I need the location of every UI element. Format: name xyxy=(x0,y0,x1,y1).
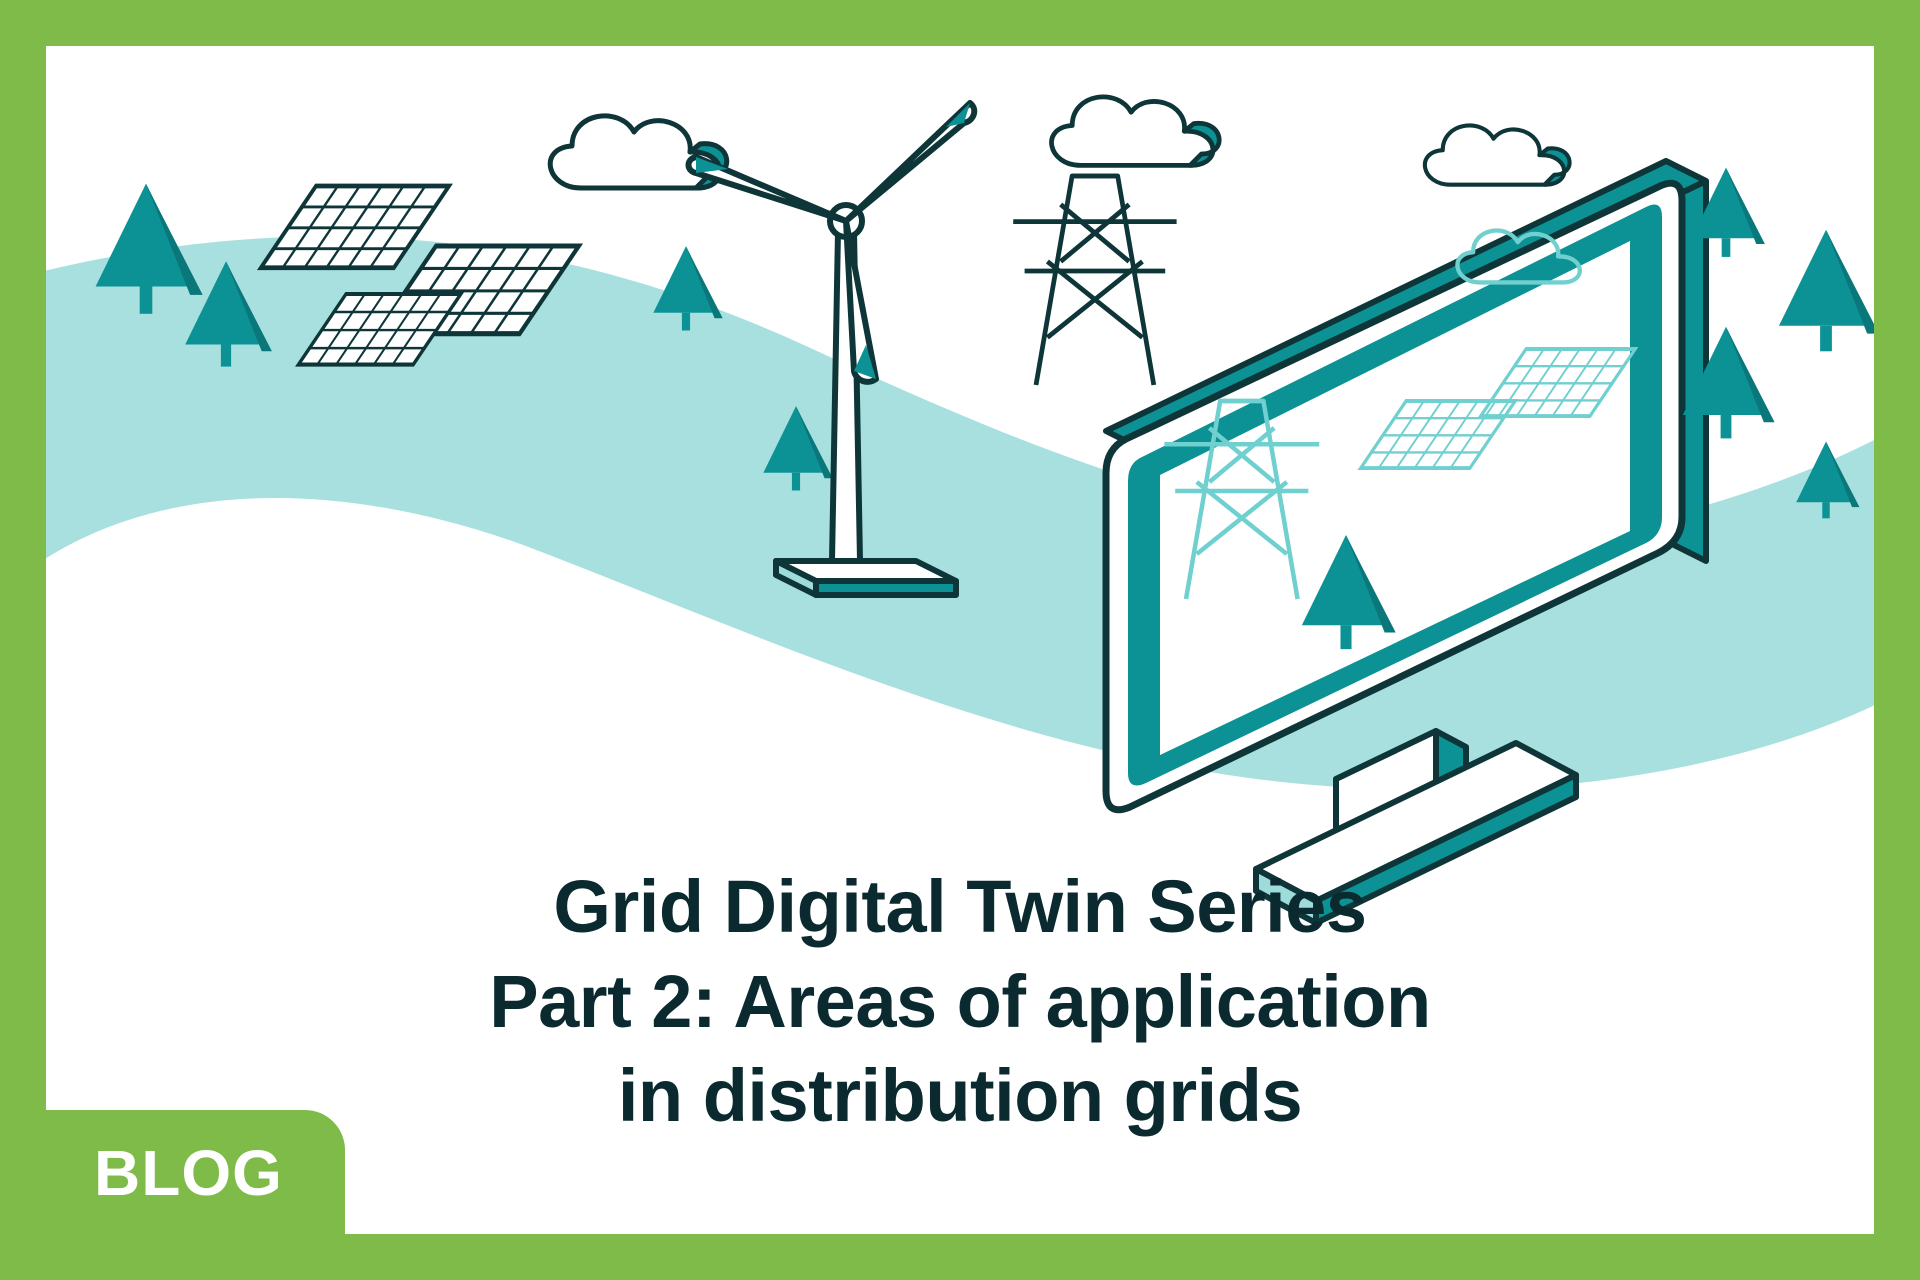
page-title: Grid Digital Twin Series Part 2: Areas o… xyxy=(46,860,1874,1144)
category-badge: BLOG xyxy=(46,1110,345,1234)
pylon-icon xyxy=(1013,176,1176,385)
category-badge-label: BLOG xyxy=(94,1137,283,1209)
tree-icon xyxy=(1779,230,1874,352)
canvas: Grid Digital Twin Series Part 2: Areas o… xyxy=(46,46,1874,1234)
cloud-icon xyxy=(1052,97,1220,166)
title-line-2: Part 2: Areas of application xyxy=(46,955,1874,1050)
monitor-icon xyxy=(1106,161,1706,923)
cloud-icon xyxy=(1425,125,1570,184)
title-line-1: Grid Digital Twin Series xyxy=(46,860,1874,955)
